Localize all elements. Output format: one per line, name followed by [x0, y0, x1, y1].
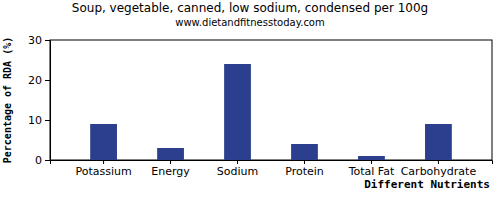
- bar: [90, 124, 117, 160]
- y-tick: 30: [28, 34, 50, 47]
- x-tick-mark: [438, 160, 439, 164]
- x-tick-label: Sodium: [217, 165, 258, 178]
- y-tick-label: 0: [35, 154, 42, 167]
- y-tick: 10: [28, 114, 50, 127]
- bar: [157, 148, 184, 160]
- y-tick-label: 10: [28, 114, 42, 127]
- plot: 0 10 20 30 Potassium Energy Sodium Protein Total…: [28, 34, 493, 178]
- y-tick-label: 20: [28, 74, 42, 87]
- bar: [224, 64, 251, 160]
- plot-frame: [50, 40, 492, 160]
- x-tick: Energy: [151, 160, 190, 178]
- x-tick: Sodium: [217, 160, 258, 178]
- chart: 0 10 20 30 Potassium Energy Sodium Protein Total…: [0, 0, 500, 200]
- bars: [90, 64, 452, 160]
- x-axis: Potassium Energy Sodium Protein Total Fat Car…: [51, 160, 493, 178]
- x-tick-label: Protein: [285, 165, 324, 178]
- y-tick-label: 30: [28, 34, 42, 47]
- title: Soup, vegetable, canned, low sodium, con…: [72, 1, 428, 15]
- y-tick-mark: [45, 120, 50, 121]
- x-tick: Protein: [285, 160, 324, 178]
- bar: [291, 144, 318, 160]
- x-tick: Carbohydrate: [401, 160, 477, 178]
- x-tick-label: Energy: [151, 165, 190, 178]
- x-tick-mark: [371, 160, 372, 164]
- y-axis-line: [45, 41, 51, 161]
- y-tick-mark: [45, 160, 50, 161]
- bar: [425, 124, 452, 160]
- x-tick-mark: [103, 160, 104, 164]
- x-tick: Potassium: [75, 160, 131, 178]
- x-tick-mark: [237, 160, 238, 164]
- y-tick: 20: [28, 74, 50, 87]
- y-tick-mark: [45, 40, 50, 41]
- bar: [358, 156, 385, 160]
- y-axis: 0 10 20 30: [28, 34, 51, 167]
- y-tick-mark: [45, 80, 50, 81]
- y-axis-title: Percentage of RDA (%): [2, 37, 13, 163]
- x-tick-mark: [170, 160, 171, 164]
- x-tick-mark: [304, 160, 305, 164]
- x-axis-line: [51, 161, 493, 165]
- x-tick: Total Fat: [348, 160, 395, 178]
- x-axis-title: Different Nutrients: [364, 178, 490, 191]
- y-tick: 0: [35, 154, 50, 167]
- x-tick-label: Total Fat: [348, 165, 395, 178]
- subtitle: www.dietandfitnesstoday.com: [175, 17, 324, 28]
- x-tick-label: Carbohydrate: [401, 165, 477, 178]
- x-tick-label: Potassium: [75, 165, 131, 178]
